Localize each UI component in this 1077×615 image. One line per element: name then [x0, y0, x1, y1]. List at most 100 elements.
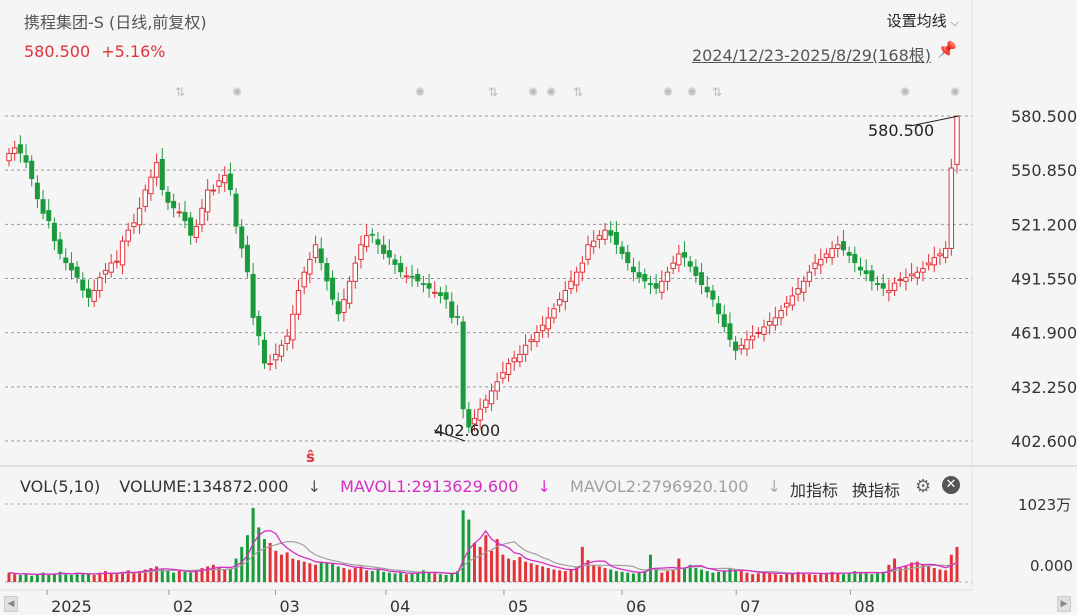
y-tick-label: 580.500: [1011, 107, 1077, 126]
candle-body: [568, 280, 574, 290]
candle-body: [398, 263, 404, 273]
candle-body: [908, 273, 915, 277]
volume-bar: [319, 561, 323, 582]
volume-bar: [524, 561, 528, 582]
volume-bar: [876, 573, 880, 582]
candle-body: [840, 241, 846, 251]
volume-bar: [393, 573, 397, 582]
swap-indicator-button[interactable]: 换指标: [852, 481, 901, 500]
candle-body: [165, 191, 171, 203]
volume-bar: [353, 567, 357, 582]
candle-body: [613, 232, 619, 245]
ma-settings-button[interactable]: 设置均线 ⌵: [887, 10, 959, 31]
candle-body: [766, 321, 773, 326]
volume-y-zero: 0.000: [1030, 557, 1073, 575]
volume-bar: [200, 567, 204, 582]
candle-body: [284, 335, 290, 344]
candle-body: [256, 316, 262, 337]
x-tick-label: 04: [390, 597, 410, 615]
candle-body: [846, 252, 852, 256]
candle-body: [483, 399, 489, 408]
volume-bar: [427, 572, 431, 582]
candle-body: [744, 339, 750, 350]
candle-body: [63, 257, 69, 264]
candle-body: [891, 282, 898, 291]
volume-bar: [790, 572, 794, 582]
mavol2-value: MAVOL2:2796920.100: [570, 477, 749, 496]
scroll-right-button[interactable]: ▶: [1057, 596, 1071, 612]
candle-body: [432, 291, 438, 294]
volume-bar: [495, 539, 499, 582]
candle-body: [324, 263, 330, 282]
volume-bar: [132, 572, 136, 582]
candle-body: [239, 226, 245, 249]
candle-body: [670, 262, 676, 270]
candle-body: [352, 262, 358, 282]
candle-body: [114, 260, 120, 263]
candle-body: [664, 271, 671, 282]
volume-bar: [370, 571, 374, 582]
volume-bar: [773, 574, 777, 582]
volume-bar: [597, 566, 601, 582]
volume-bar: [637, 572, 641, 582]
candle-body: [647, 283, 653, 285]
volume-bar: [228, 568, 232, 582]
volume-bar: [24, 573, 28, 582]
volume-bar: [603, 567, 607, 582]
event-up-down-icon: ⇅: [573, 85, 583, 99]
candle-body: [204, 189, 211, 213]
candle-body: [420, 283, 426, 285]
candle-body: [17, 144, 23, 154]
volume-bar: [586, 560, 590, 582]
candle-body: [318, 248, 324, 264]
candle-body: [914, 271, 920, 279]
candle-body: [727, 323, 733, 340]
candle-body: [80, 279, 86, 291]
volume-bar: [830, 571, 834, 582]
candle-body: [23, 155, 29, 163]
candle-body: [454, 316, 460, 318]
candle-body: [102, 269, 109, 275]
gear-icon[interactable]: ⚙: [915, 476, 932, 497]
volume-bar: [785, 573, 789, 582]
candle-body: [68, 263, 74, 271]
scroll-left-button[interactable]: ◀: [4, 596, 18, 612]
volume-bar: [518, 557, 522, 582]
candle-body: [602, 229, 608, 240]
volume-bar: [342, 567, 346, 582]
volume-bar: [938, 569, 942, 582]
candle-body: [426, 283, 432, 289]
candle-body: [381, 244, 387, 254]
x-tick-label: 2025: [51, 597, 92, 615]
volume-bar: [223, 569, 227, 582]
candle-body: [437, 292, 443, 296]
candle-body: [358, 244, 364, 260]
date-range-link[interactable]: 2024/12/23-2025/8/29(168根): [691, 46, 931, 65]
event-marker-icon: ✺: [528, 85, 538, 99]
volume-bar: [660, 572, 664, 582]
add-indicator-button[interactable]: 加指标: [790, 481, 839, 500]
pin-icon[interactable]: 📌: [937, 40, 957, 59]
volume-bar: [694, 567, 698, 582]
volume-bar: [541, 566, 545, 582]
candle-body: [642, 274, 648, 282]
volume-bar: [47, 574, 51, 582]
candle-body: [244, 244, 250, 273]
last-price: 580.500: [24, 42, 91, 61]
y-tick-label: 550.850: [1011, 161, 1077, 180]
volume-bar: [240, 546, 244, 582]
x-tick-label: 06: [626, 597, 646, 615]
candle-body: [341, 299, 347, 313]
candle-body: [273, 353, 279, 361]
volume-bar: [620, 571, 624, 582]
candle-body: [193, 226, 200, 238]
volume-bar: [104, 571, 108, 582]
close-icon[interactable]: ✕: [942, 476, 960, 494]
candle-body: [159, 158, 165, 190]
down-arrow-icon: ↓: [767, 477, 781, 496]
volume-bar: [410, 573, 414, 582]
candle-body: [290, 313, 296, 341]
candle-body: [97, 277, 103, 291]
volume-bar: [756, 573, 760, 582]
candle-body: [409, 275, 415, 278]
